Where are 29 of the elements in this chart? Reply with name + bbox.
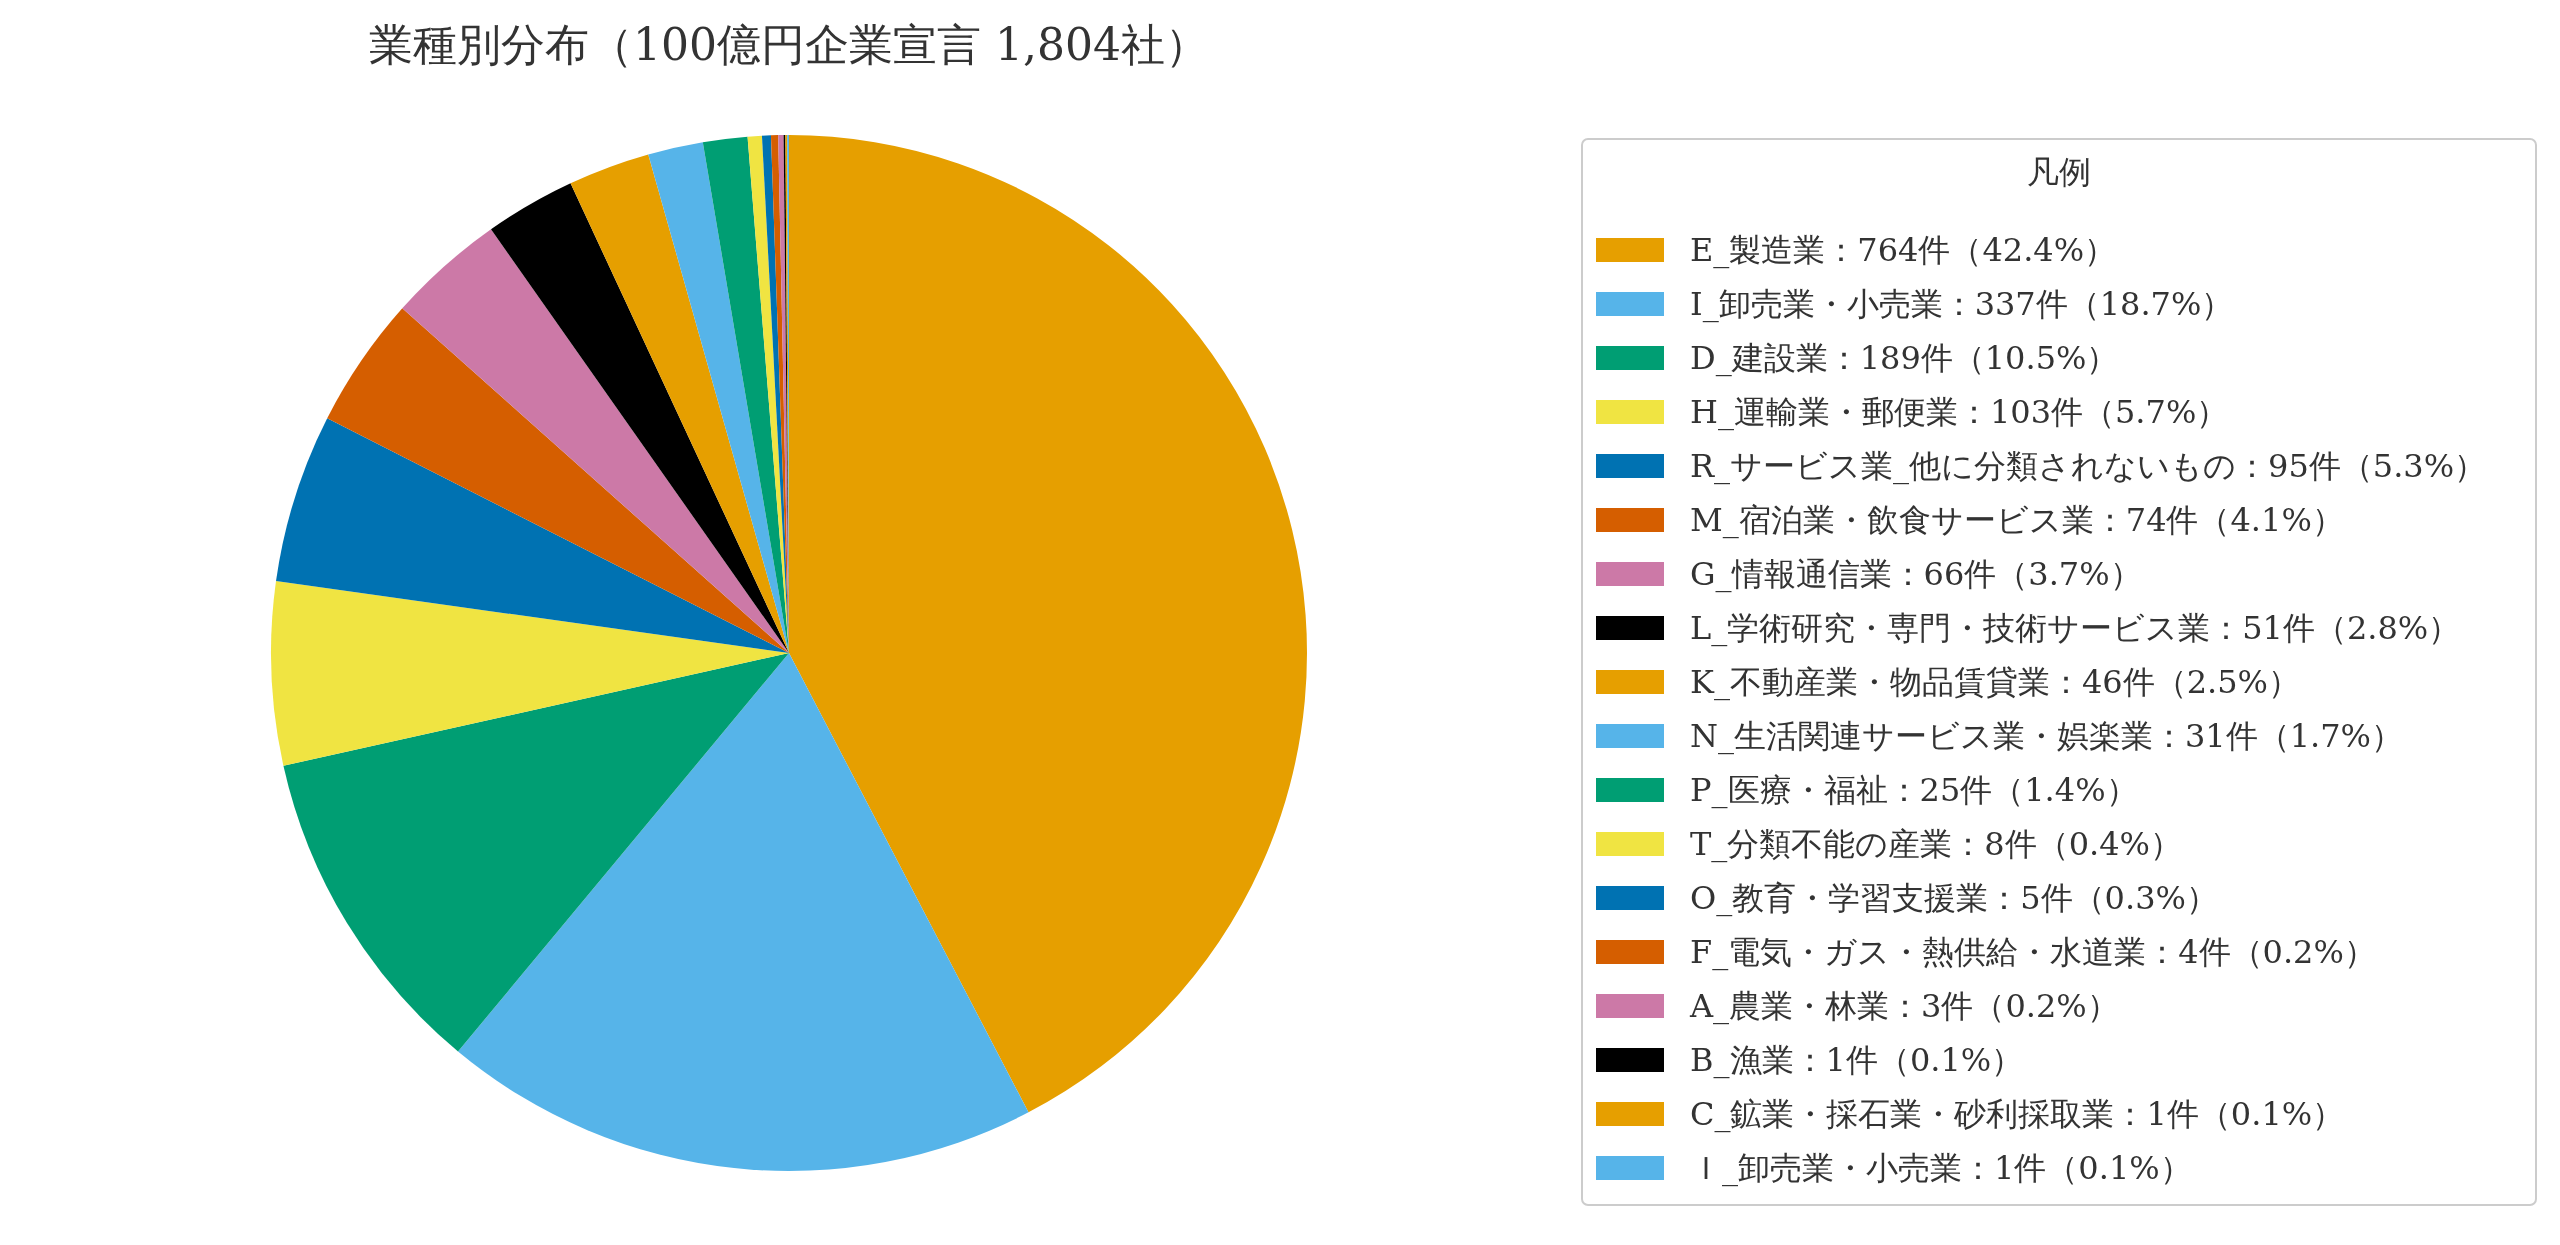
legend-label: N_生活関連サービス業・娯楽業：31件（1.7%） xyxy=(1690,717,2404,755)
legend-label: I_卸売業・小売業：337件（18.7%） xyxy=(1690,285,2234,323)
legend-label: T_分類不能の産業：8件（0.4%） xyxy=(1690,825,2182,863)
legend-label: P_医療・福祉：25件（1.4%） xyxy=(1690,771,2138,809)
pie-slice xyxy=(283,653,789,1052)
legend-label: A_農業・林業：3件（0.2%） xyxy=(1689,987,2119,1025)
legend-label: E_製造業：764件（42.4%） xyxy=(1690,231,2117,269)
pie-slice xyxy=(648,142,789,653)
legend-label: R_サービス業_他に分類されないもの：95件（5.3%） xyxy=(1690,447,2487,485)
legend-title: 凡例 xyxy=(2027,153,2091,191)
legend-label: M_宿泊業・飲食サービス業：74件（4.1%） xyxy=(1690,501,2344,539)
legend-label: Ｉ_卸売業・小売業：1件（0.1%） xyxy=(1690,1149,2192,1187)
legend-label: O_教育・学習支援業：5件（0.3%） xyxy=(1690,879,2218,917)
pie-slice xyxy=(276,418,789,653)
legend-label: L_学術研究・専門・技術サービス業：51件（2.8%） xyxy=(1690,609,2461,647)
pie-slice xyxy=(458,653,1029,1171)
legend-label: C_鉱業・採石業・砂利採取業：1件（0.1%） xyxy=(1690,1095,2345,1133)
legend-label: K_不動産業・物品賃貸業：46件（2.5%） xyxy=(1690,663,2300,701)
legend-label: G_情報通信業：66件（3.7%） xyxy=(1690,555,2142,593)
pie-slice xyxy=(327,308,789,653)
pie-slice xyxy=(402,229,789,653)
pie-slice xyxy=(271,581,789,766)
legend-label: F_電気・ガス・熱供給・水道業：4件（0.2%） xyxy=(1690,933,2376,971)
pie-slice xyxy=(490,183,789,653)
legend-label: B_漁業：1件（0.1%） xyxy=(1690,1041,2024,1079)
pie-slice xyxy=(702,136,789,653)
legend-label: H_運輸業・郵便業：103件（5.7%） xyxy=(1690,393,2229,431)
legend-label: D_建設業：189件（10.5%） xyxy=(1690,339,2119,377)
chart-title: 業種別分布（100億円企業宣言 1,804社） xyxy=(369,19,1209,70)
